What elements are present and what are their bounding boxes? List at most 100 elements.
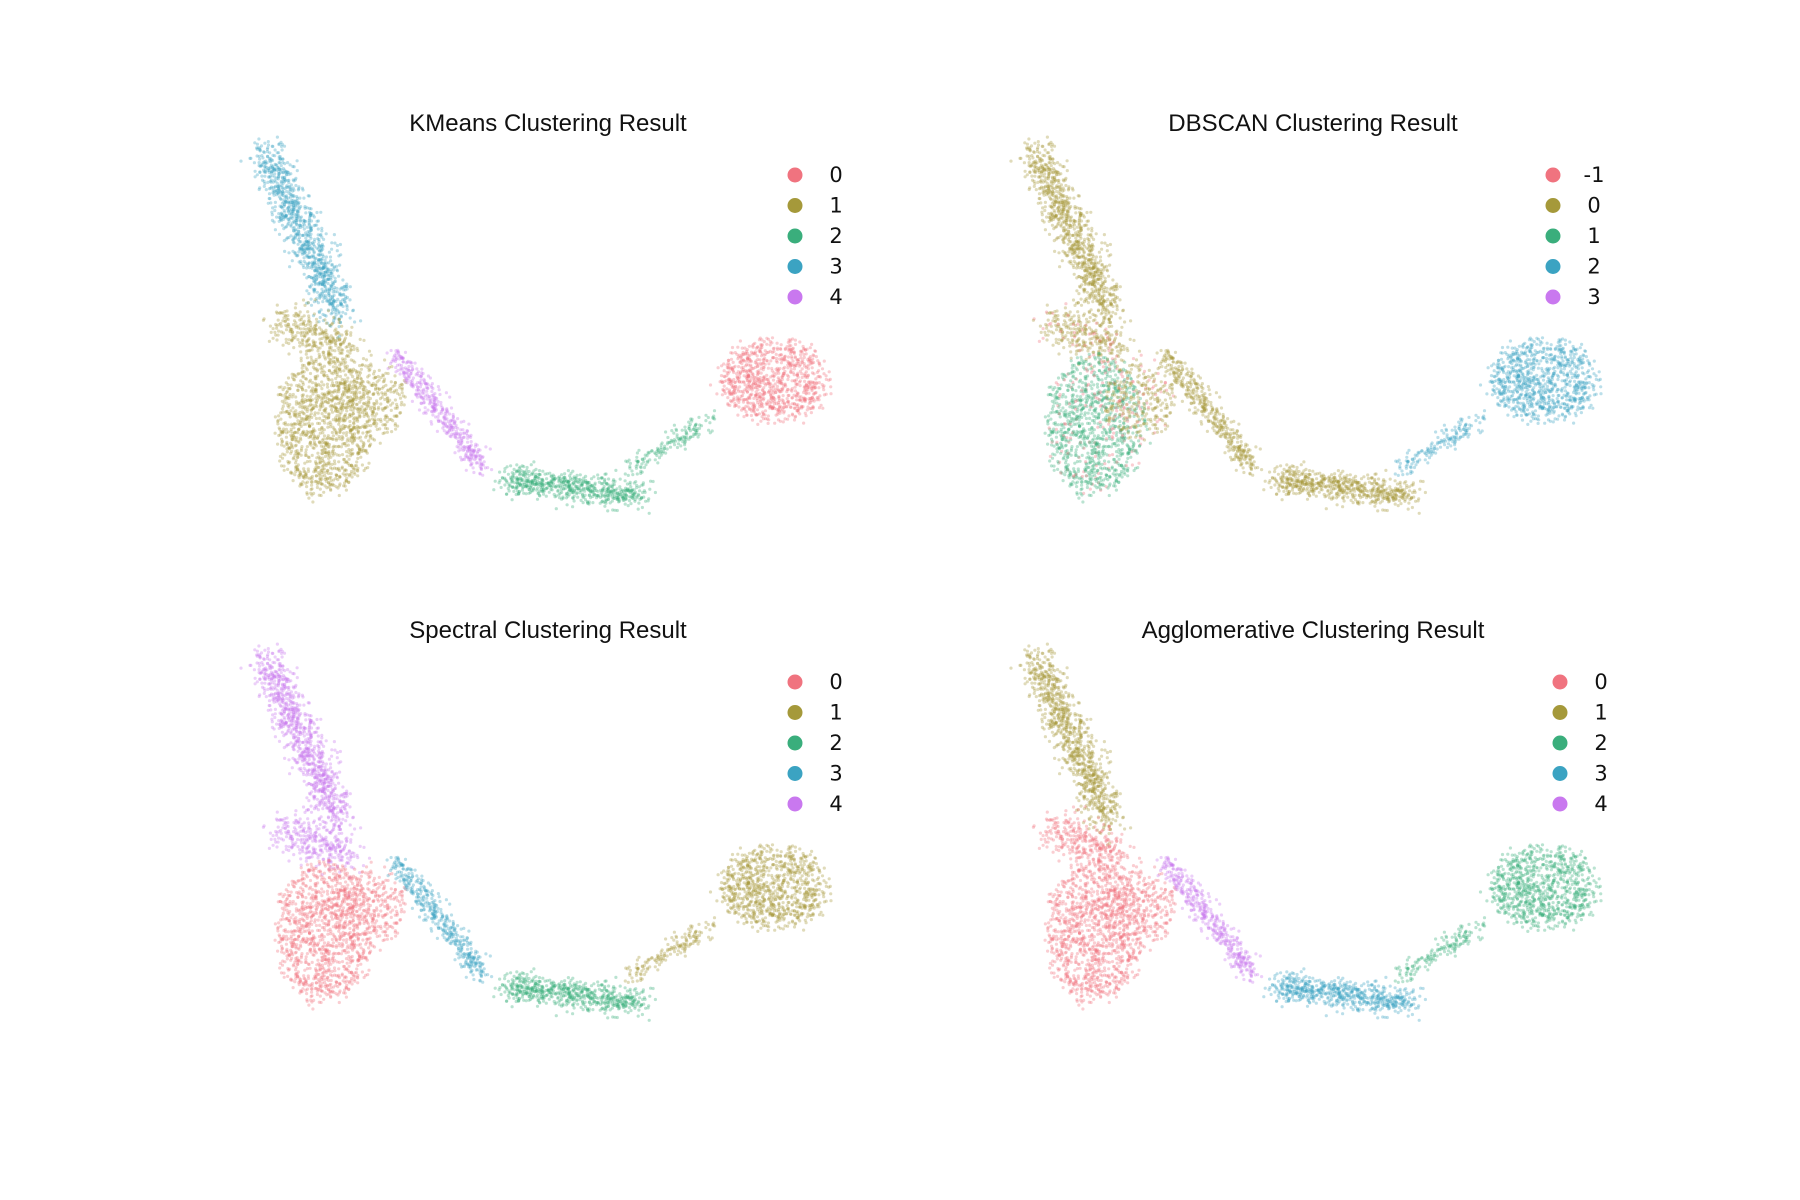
data-point (273, 200, 277, 204)
data-point (305, 289, 309, 293)
data-point (307, 261, 311, 265)
data-point (758, 358, 762, 362)
data-point (399, 355, 403, 359)
data-point (568, 485, 572, 489)
data-point (341, 390, 346, 394)
data-point (534, 467, 538, 471)
data-point (578, 486, 582, 490)
data-point (723, 391, 727, 395)
data-point (437, 419, 441, 423)
data-point (311, 248, 315, 252)
data-point (312, 251, 316, 255)
data-point (575, 492, 579, 496)
data-point (286, 170, 290, 174)
data-point (381, 380, 385, 384)
data-point (322, 408, 326, 412)
data-point (339, 315, 343, 319)
data-point (422, 400, 426, 405)
data-point (328, 362, 332, 366)
data-point (801, 344, 805, 349)
data-point (319, 308, 323, 312)
data-point (623, 479, 627, 483)
data-point (790, 355, 794, 359)
data-point (394, 349, 398, 353)
data-point (673, 443, 677, 447)
data-point (821, 385, 825, 389)
data-point (305, 225, 309, 229)
data-point (804, 414, 808, 418)
data-point (337, 453, 341, 457)
data-point (345, 409, 349, 413)
data-point (750, 386, 754, 390)
data-point (282, 227, 286, 231)
data-point (806, 405, 810, 409)
data-point (409, 361, 413, 365)
data-point (524, 485, 528, 489)
data-point (515, 481, 519, 485)
data-point (305, 266, 309, 270)
data-point (307, 343, 311, 347)
data-point (280, 211, 284, 215)
data-point (294, 430, 298, 434)
data-point (777, 395, 781, 399)
data-point (319, 233, 323, 237)
data-point (635, 486, 639, 490)
data-point (333, 341, 337, 345)
data-point (744, 351, 748, 355)
data-point (318, 456, 322, 460)
data-point (290, 189, 295, 193)
data-point (390, 365, 394, 369)
data-point (565, 503, 569, 507)
data-point (280, 148, 284, 152)
data-point (303, 470, 307, 474)
data-point (299, 318, 303, 322)
data-point (399, 363, 404, 368)
data-point (369, 353, 373, 357)
data-point (301, 188, 305, 192)
data-point (400, 382, 404, 386)
data-point (765, 373, 769, 377)
data-point (728, 382, 732, 386)
data-point (649, 479, 653, 483)
data-point (810, 366, 814, 370)
data-point (365, 419, 369, 423)
data-point (282, 175, 286, 179)
data-point (366, 366, 370, 370)
data-point (792, 402, 797, 406)
data-point (791, 371, 795, 375)
data-point (318, 272, 322, 276)
data-point (276, 166, 280, 170)
data-point (367, 349, 372, 353)
data-point (550, 488, 554, 492)
data-point (328, 303, 332, 307)
data-point (299, 371, 303, 375)
data-point (308, 425, 312, 429)
data-point (340, 453, 345, 457)
data-point (284, 179, 288, 183)
data-point (289, 409, 293, 413)
data-point (319, 272, 324, 277)
data-point (296, 463, 300, 467)
data-point (580, 482, 584, 486)
data-point (425, 397, 429, 401)
data-point (358, 415, 362, 419)
data-point (294, 213, 298, 217)
data-point (498, 470, 502, 474)
data-point (779, 387, 783, 391)
data-point (298, 410, 302, 415)
data-point (798, 384, 802, 388)
data-point (258, 170, 262, 174)
data-point (329, 475, 333, 479)
data-point (308, 371, 313, 376)
data-point (283, 215, 287, 219)
data-point (303, 303, 307, 307)
data-point (284, 337, 288, 341)
data-point (337, 493, 341, 498)
data-point (342, 431, 346, 435)
data-point (324, 294, 328, 298)
data-point (307, 380, 311, 384)
data-point (278, 189, 282, 194)
data-point (278, 311, 282, 315)
data-point (271, 327, 275, 331)
